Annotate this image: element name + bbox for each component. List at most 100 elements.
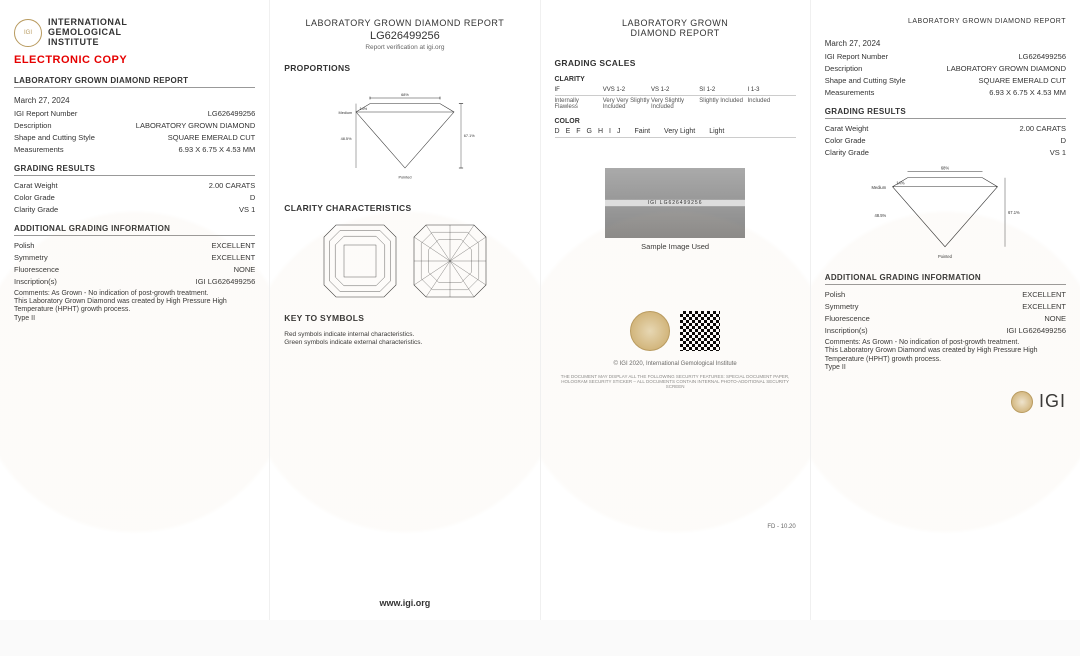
row-claritygrade: Clarity Grade VS 1 (14, 205, 255, 214)
clarity-h3: SI 1-2 (699, 87, 747, 93)
p4-polish-label: Polish (825, 290, 845, 299)
cs4: H (598, 128, 603, 135)
panel2-verification: Report verification at igi.org (284, 44, 525, 51)
cs3: G (587, 128, 592, 135)
p4-number-label: IGI Report Number (825, 52, 888, 61)
p4-sym-label: Symmetry (825, 302, 859, 311)
p4-pavilion-pct: 48.5% (875, 213, 887, 218)
report-title: LABORATORY GROWN DIAMOND REPORT (14, 76, 255, 88)
clarity-s1: Very Very Slightly Included (603, 98, 651, 110)
row-symmetry: Symmetry EXCELLENT (14, 253, 255, 262)
p4-table-pct: 68% (941, 166, 950, 171)
depth-pct: 67.1% (464, 134, 475, 138)
p4-row-carat: Carat Weight 2.00 CARATS (825, 124, 1066, 133)
shape-label: Shape and Cutting Style (14, 133, 95, 142)
p4-row-color: Color Grade D (825, 136, 1066, 145)
color-scale-row: D E F G H I J Faint Very Light Light (555, 128, 796, 138)
footer-url: www.igi.org (270, 598, 539, 608)
row-measurements: Measurements 6.93 X 6.75 X 4.53 MM (14, 145, 255, 154)
crown-pct: 14% (359, 106, 367, 110)
measurements-label: Measurements (14, 145, 64, 154)
row-colorgrade: Color Grade D (14, 193, 255, 202)
institute-line3: INSTITUTE (48, 38, 127, 48)
description-value: LABORATORY GROWN DIAMOND (136, 121, 255, 130)
description-label: Description (14, 121, 52, 130)
p4-depth-pct: 67.1% (1008, 210, 1020, 215)
p4-row-insc: Inscription(s) IGI LG626499256 (825, 326, 1066, 335)
p4-polish-value: EXCELLENT (1022, 290, 1066, 299)
p4-shape-label: Shape and Cutting Style (825, 76, 906, 85)
p4-shape-value: SQUARE EMERALD CUT (978, 76, 1066, 85)
p4-row-shape: Shape and Cutting Style SQUARE EMERALD C… (825, 76, 1066, 85)
asscher-bottom-icon (410, 221, 490, 301)
cs7: Faint (634, 128, 650, 135)
clarity-h0: IF (555, 87, 603, 93)
p4-number-value: LG626499256 (1018, 52, 1066, 61)
carat-value: 2.00 CARATS (209, 181, 256, 190)
key-text: Red symbols indicate internal characteri… (284, 331, 525, 348)
grading-results-title: GRADING RESULTS (14, 164, 255, 176)
report-number-value: LG626499256 (208, 109, 256, 118)
igi-short: IGI (1039, 391, 1066, 412)
clarity-char-title: CLARITY CHARACTERISTICS (284, 203, 525, 213)
clarity-h2: VS 1-2 (651, 87, 699, 93)
shape-value: SQUARE EMERALD CUT (168, 133, 256, 142)
clarity-scale-sub: Internally Flawless Very Very Slightly I… (555, 96, 796, 110)
panel3-title: LABORATORY GROWN DIAMOND REPORT (555, 18, 796, 38)
clarity-s2: Very Slightly Included (651, 98, 699, 110)
p4-culet: Pointed (938, 254, 953, 259)
culet-label: Pointed (398, 175, 411, 179)
p4-clarity-value: VS 1 (1050, 148, 1066, 157)
diamond-profile-icon: 68% Medium 14% 48.5% 67.1% Pointed (335, 91, 475, 182)
clarity-s4: Included (748, 98, 796, 110)
cs6: J (617, 128, 621, 135)
polish-value: EXCELLENT (211, 241, 255, 250)
institute-name: INTERNATIONAL GEMOLOGICAL INSTITUTE (48, 18, 127, 48)
p4-row-meas: Measurements 6.93 X 6.75 X 4.53 MM (825, 88, 1066, 97)
p4-fluor-value: NONE (1044, 314, 1066, 323)
panel4-igi-logo: IGI (825, 391, 1066, 413)
p4-row-clarity: Clarity Grade VS 1 (825, 148, 1066, 157)
p4-insc-value: IGI LG626499256 (1006, 326, 1066, 335)
sample-inscription-text: IGI LG626499256 (648, 200, 703, 206)
row-report-number: IGI Report Number LG626499256 (14, 109, 255, 118)
cs9: Light (709, 128, 724, 135)
colorgrade-label: Color Grade (14, 193, 55, 202)
panel-scales: LABORATORY GROWN DIAMOND REPORT GRADING … (541, 0, 811, 620)
report-page: IGI INTERNATIONAL GEMOLOGICAL INSTITUTE … (0, 0, 1080, 620)
p4-clarity-label: Clarity Grade (825, 148, 869, 157)
copyright-text: © IGI 2020, International Gemological In… (555, 361, 796, 367)
p4-row-polish: Polish EXCELLENT (825, 290, 1066, 299)
clarity-s0: Internally Flawless (555, 98, 603, 110)
claritygrade-label: Clarity Grade (14, 205, 58, 214)
p4-carat-value: 2.00 CARATS (1019, 124, 1066, 133)
cs8: Very Light (664, 128, 695, 135)
fluorescence-label: Fluorescence (14, 265, 59, 274)
pavilion-pct: 48.5% (340, 137, 351, 141)
p4-additional-title: ADDITIONAL GRADING INFORMATION (825, 273, 1066, 285)
inscription-label: Inscription(s) (14, 277, 57, 286)
panel-summary: LABORATORY GROWN DIAMOND REPORT March 27… (811, 0, 1080, 620)
key-title: KEY TO SYMBOLS (284, 313, 525, 323)
panel-left: IGI INTERNATIONAL GEMOLOGICAL INSTITUTE … (0, 0, 270, 620)
table-pct: 68% (401, 92, 409, 96)
claritygrade-value: VS 1 (239, 205, 255, 214)
grading-scales-title: GRADING SCALES (555, 58, 796, 68)
row-shape: Shape and Cutting Style SQUARE EMERALD C… (14, 133, 255, 142)
fd-code: FD - 10.20 (767, 524, 795, 530)
clarity-h4: I 1-3 (748, 87, 796, 93)
measurements-value: 6.93 X 6.75 X 4.53 MM (179, 145, 256, 154)
p4-desc-value: LABORATORY GROWN DIAMOND (947, 64, 1066, 73)
comments-text: Comments: As Grown - No indication of po… (14, 290, 255, 324)
p4-row-desc: Description LABORATORY GROWN DIAMOND (825, 64, 1066, 73)
row-description: Description LABORATORY GROWN DIAMOND (14, 121, 255, 130)
sample-caption: Sample Image Used (555, 242, 796, 251)
report-number-label: IGI Report Number (14, 109, 77, 118)
p4-color-label: Color Grade (825, 136, 866, 145)
clarity-s3: Slightly Included (699, 98, 747, 110)
igi-logo: IGI INTERNATIONAL GEMOLOGICAL INSTITUTE (14, 18, 255, 48)
asscher-top-icon (320, 221, 400, 301)
row-fluorescence: Fluorescence NONE (14, 265, 255, 274)
clarity-diagrams (284, 221, 525, 301)
p4-fluor-label: Fluorescence (825, 314, 870, 323)
